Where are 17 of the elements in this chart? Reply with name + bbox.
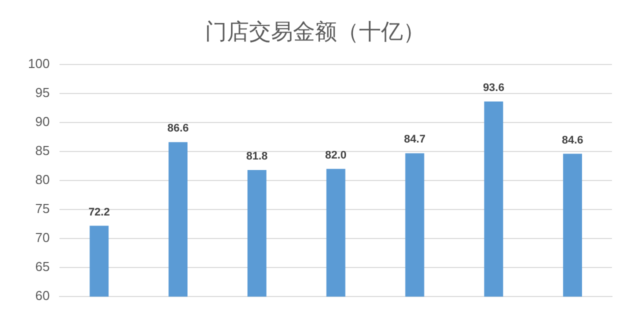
y-tick-label: 60 <box>35 288 50 304</box>
y-tick-label: 75 <box>35 201 50 216</box>
y-tick-label: 90 <box>35 114 50 130</box>
y-tick-label: 65 <box>35 259 50 274</box>
chart-title: 门店交易金额（十亿） <box>205 20 425 45</box>
data-label: 82.0 <box>325 149 347 162</box>
data-label: 93.6 <box>482 82 504 94</box>
data-label: 72.2 <box>88 206 110 218</box>
data-label: 81.8 <box>246 150 268 163</box>
y-tick-label: 80 <box>35 172 50 188</box>
y-tick-label: 85 <box>35 143 50 158</box>
y-tick-label: 70 <box>35 230 50 246</box>
data-label: 86.6 <box>167 122 189 135</box>
y-tick-label: 100 <box>28 56 50 71</box>
data-label: 84.6 <box>562 134 584 146</box>
y-tick-label: 95 <box>35 85 50 100</box>
data-label: 84.7 <box>404 134 426 146</box>
